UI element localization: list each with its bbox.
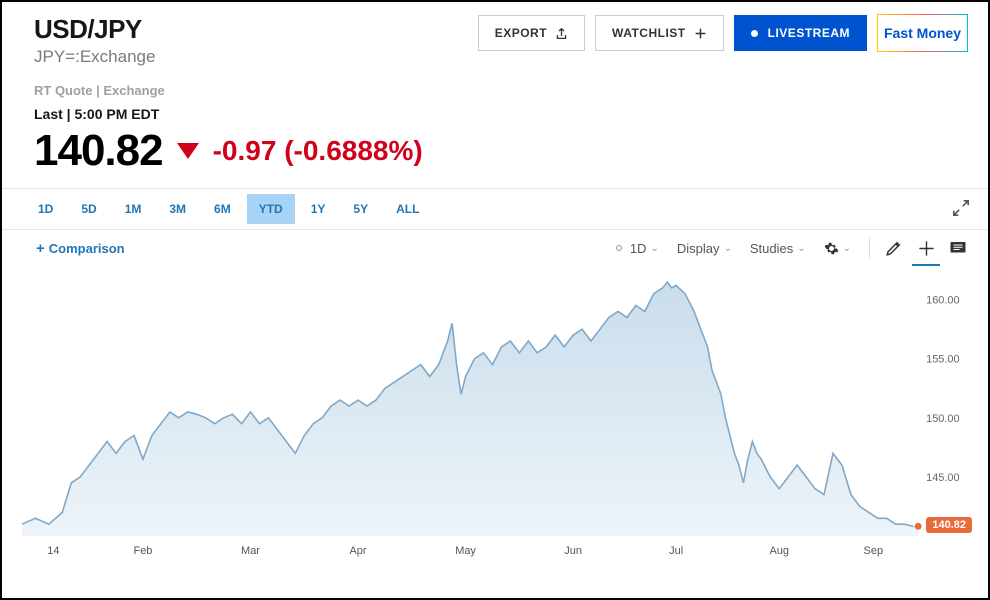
svg-text:Apr: Apr bbox=[350, 545, 367, 557]
svg-text:145.00: 145.00 bbox=[926, 472, 960, 484]
range-tab-5d[interactable]: 5D bbox=[69, 194, 108, 224]
last-timestamp: Last | 5:00 PM EDT bbox=[34, 106, 956, 122]
arrow-down-icon bbox=[177, 143, 199, 159]
svg-text:Jun: Jun bbox=[564, 545, 582, 557]
range-tab-1d[interactable]: 1D bbox=[26, 194, 65, 224]
price-chart[interactable]: 145.00 150.00 155.00 160.00 14 Feb Mar Apr May Ju… bbox=[16, 270, 974, 560]
display-select[interactable]: Display ⌄ bbox=[677, 241, 732, 256]
gear-icon bbox=[824, 241, 839, 256]
comment-icon[interactable] bbox=[948, 238, 968, 258]
livestream-button[interactable]: LIVESTREAM bbox=[734, 15, 867, 51]
range-tab-5y[interactable]: 5Y bbox=[341, 194, 380, 224]
interval-select[interactable]: 1D ⌄ bbox=[616, 241, 659, 256]
expand-icon[interactable] bbox=[952, 199, 970, 222]
range-tab-ytd[interactable]: YTD bbox=[247, 194, 295, 224]
svg-text:Mar: Mar bbox=[241, 545, 260, 557]
header: USD/JPY JPY=:Exchange RT Quote | Exchang… bbox=[2, 2, 988, 98]
svg-text:160.00: 160.00 bbox=[926, 295, 960, 307]
crosshair-icon[interactable] bbox=[916, 238, 936, 258]
draw-icon[interactable] bbox=[884, 238, 904, 258]
range-tab-6m[interactable]: 6M bbox=[202, 194, 243, 224]
quote-meta: RT Quote | Exchange bbox=[34, 83, 478, 98]
svg-text:14: 14 bbox=[47, 545, 59, 557]
fast-money-link[interactable]: Fast Money bbox=[877, 14, 968, 52]
studies-select[interactable]: Studies ⌄ bbox=[750, 241, 806, 256]
watchlist-label: WATCHLIST bbox=[612, 26, 686, 40]
plus-icon bbox=[694, 27, 707, 40]
svg-text:Sep: Sep bbox=[864, 545, 884, 557]
svg-text:Feb: Feb bbox=[134, 545, 153, 557]
settings-button[interactable]: ⌄ bbox=[824, 241, 851, 256]
range-tab-3m[interactable]: 3M bbox=[157, 194, 198, 224]
export-label: EXPORT bbox=[495, 26, 547, 40]
price-change: -0.97 (-0.6888%) bbox=[213, 135, 423, 167]
last-price: 140.82 bbox=[34, 126, 163, 176]
live-dot-icon bbox=[751, 30, 758, 37]
export-icon bbox=[555, 27, 568, 40]
svg-text:150.00: 150.00 bbox=[926, 413, 960, 425]
ticker-symbol: USD/JPY bbox=[34, 14, 478, 45]
plus-icon: + bbox=[36, 240, 45, 257]
range-tab-all[interactable]: ALL bbox=[384, 194, 431, 224]
svg-text:Aug: Aug bbox=[769, 545, 789, 557]
range-tab-1y[interactable]: 1Y bbox=[299, 194, 338, 224]
spot-price-badge: 140.82 bbox=[926, 517, 972, 533]
svg-text:155.00: 155.00 bbox=[926, 354, 960, 366]
range-tab-1m[interactable]: 1M bbox=[113, 194, 154, 224]
ticker-subtitle: JPY=:Exchange bbox=[34, 47, 478, 67]
livestream-label: LIVESTREAM bbox=[768, 26, 850, 40]
svg-text:May: May bbox=[455, 545, 476, 557]
quote-bar: Last | 5:00 PM EDT 140.82 -0.97 (-0.6888… bbox=[2, 98, 988, 188]
svg-text:Jul: Jul bbox=[669, 545, 683, 557]
time-range-bar: 1D5D1M3M6MYTD1Y5YALL bbox=[2, 188, 988, 230]
export-button[interactable]: EXPORT bbox=[478, 15, 585, 51]
chart-toolbar: +Comparison 1D ⌄ Display ⌄ Studies ⌄ ⌄ bbox=[2, 230, 988, 260]
comparison-button[interactable]: +Comparison bbox=[36, 240, 125, 257]
watchlist-button[interactable]: WATCHLIST bbox=[595, 15, 724, 51]
